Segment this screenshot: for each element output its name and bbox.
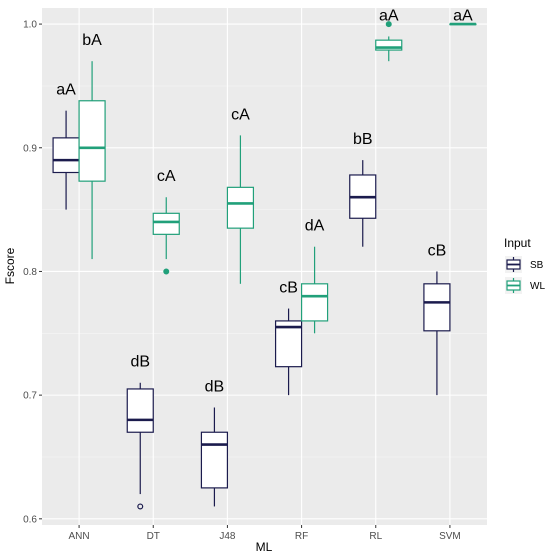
y-axis-title: Fscore: [3, 247, 17, 284]
legend-label: SB: [530, 260, 544, 271]
annotation-label: dB: [205, 378, 225, 395]
y-axis: 0.6 0.7 0.8 0.9 1.0: [23, 20, 42, 525]
box-wl-svm: [449, 22, 477, 26]
annotation-label: dB: [130, 354, 150, 371]
y-tick-label: 0.8: [23, 267, 37, 278]
x-tick-label: ANN: [69, 531, 90, 542]
box-iqr: [423, 283, 451, 332]
box-wl-ann: [78, 61, 106, 260]
box-sb-j48: [200, 407, 229, 507]
box-wl-rf: [300, 246, 329, 334]
box-wl-dt: [152, 197, 180, 275]
annotation-label: cA: [231, 106, 250, 123]
box-iqr: [126, 388, 154, 433]
box-sb-rf: [274, 308, 303, 396]
annotation-label: cB: [428, 242, 447, 259]
annotation-label: cA: [157, 168, 176, 185]
y-tick-label: 0.7: [23, 391, 37, 402]
outlier-point: [385, 21, 392, 28]
annotation-label: aA: [56, 82, 76, 99]
annotation-label: aA: [379, 7, 399, 24]
y-tick-label: 0.9: [23, 143, 37, 154]
boxes-layer: [52, 21, 477, 510]
annotation-label: bB: [353, 131, 373, 148]
box-iqr: [200, 431, 229, 489]
annotation-label: aA: [453, 7, 473, 24]
x-axis-title: ML: [256, 540, 273, 554]
box-iqr: [226, 186, 255, 229]
y-tick-label: 1.0: [23, 20, 37, 31]
y-tick-label: 0.6: [23, 514, 37, 525]
legend-key-wl: WL: [505, 277, 545, 294]
box-iqr: [152, 212, 180, 235]
x-tick-label: RF: [295, 531, 308, 542]
box-sb-rl: [349, 160, 377, 247]
plot-panel: [42, 8, 487, 525]
legend-key-sb: SB: [505, 256, 544, 273]
box-iqr: [274, 320, 303, 368]
legend-title: Input: [504, 236, 531, 250]
box-sb-dt: [126, 382, 154, 510]
box-iqr: [300, 283, 329, 322]
legend: Input SB WL: [504, 236, 545, 294]
x-tick-label: J48: [219, 531, 236, 542]
outlier-point: [137, 503, 144, 510]
x-tick-label: SVM: [439, 531, 461, 542]
box-iqr: [52, 137, 80, 174]
x-axis: ANN DT J48 RF RL SVM: [69, 525, 461, 542]
box-wl-rl: [375, 21, 403, 62]
grid-lines: [42, 8, 487, 525]
legend-label: WL: [530, 281, 545, 292]
annotations-layer: aA bA dB cA dB cA cB dA bB aA cB aA: [56, 7, 473, 395]
box-iqr: [78, 100, 106, 182]
annotation-label: cB: [279, 279, 298, 296]
box-sb-ann: [52, 110, 80, 210]
box-wl-j48: [226, 135, 255, 284]
box-sb-svm: [423, 271, 451, 396]
box-iqr: [375, 39, 403, 51]
x-tick-label: DT: [147, 531, 160, 542]
annotation-label: dA: [305, 218, 325, 235]
annotation-label: bA: [82, 32, 102, 49]
x-tick-label: RL: [369, 531, 382, 542]
outlier-point: [163, 268, 170, 275]
